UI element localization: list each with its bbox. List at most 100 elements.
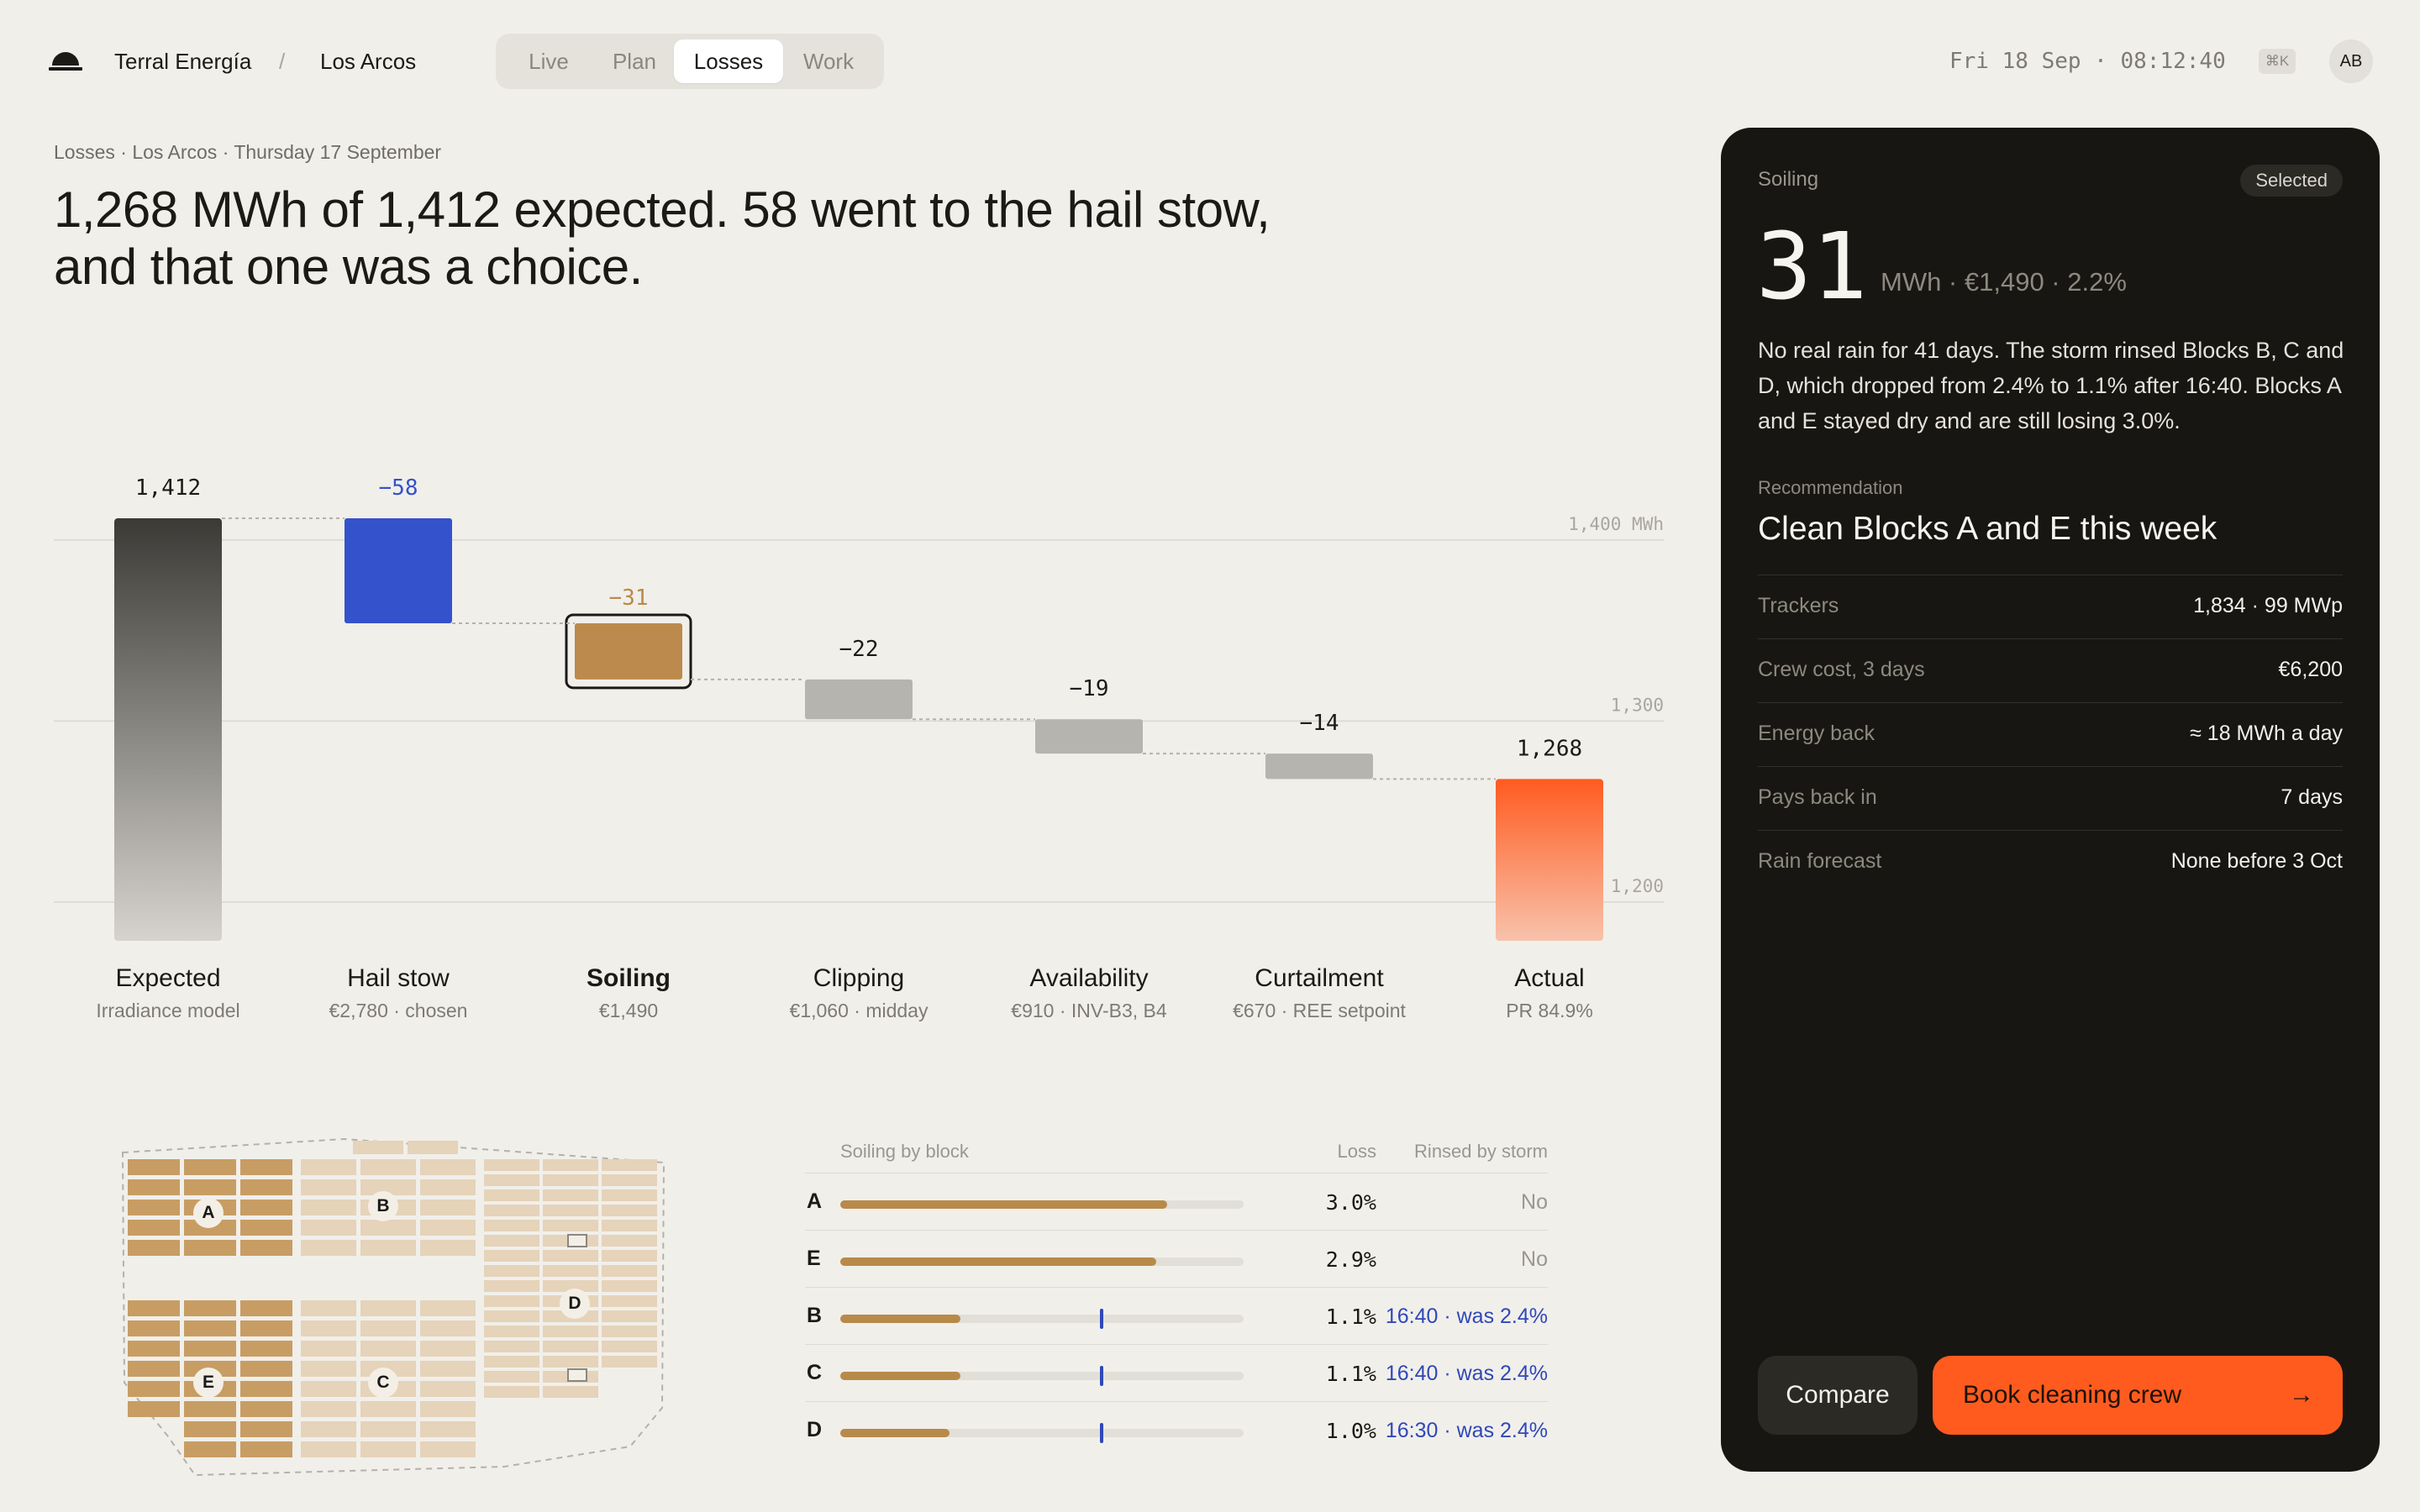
block-tag-c[interactable]: C bbox=[368, 1368, 398, 1398]
previous-loss-marker bbox=[1100, 1309, 1104, 1329]
detail-row-payback: Pays back in 7 days bbox=[1758, 766, 2343, 831]
tracker-row bbox=[301, 1421, 356, 1437]
soiling-row-a[interactable]: A 3.0% No bbox=[805, 1173, 1548, 1231]
soiling-row-b[interactable]: B 1.1% 16:40 · was 2.4% bbox=[805, 1287, 1548, 1345]
selected-bar-outline bbox=[565, 613, 692, 690]
category-label[interactable]: Hail stow bbox=[347, 964, 450, 992]
bar-hail-stow[interactable] bbox=[345, 518, 452, 624]
tracker-row bbox=[128, 1240, 180, 1256]
detail-value: ≈ 18 MWh a day bbox=[2190, 722, 2343, 745]
tracker-row bbox=[484, 1250, 539, 1262]
org-name[interactable]: Terral Energía bbox=[114, 49, 252, 74]
sun-logo-icon[interactable] bbox=[49, 49, 82, 72]
block-tag-b[interactable]: B bbox=[368, 1191, 398, 1221]
detail-value: 7 days bbox=[2281, 785, 2343, 809]
clock: Fri 18 Sep · 08:12:40 bbox=[1949, 49, 2226, 74]
value-label: 1,412 bbox=[135, 475, 201, 501]
gridline-label: 1,400 MWh bbox=[1568, 514, 1664, 534]
tracker-row bbox=[245, 1240, 284, 1256]
tab-work[interactable]: Work bbox=[802, 49, 855, 74]
tracker-row bbox=[245, 1381, 284, 1397]
rinsed-status: 16:40 · was 2.4% bbox=[1385, 1362, 1548, 1385]
tracker-row bbox=[245, 1159, 284, 1175]
detail-value: 1,834 · 99 MWp bbox=[2193, 594, 2343, 617]
tracker-row bbox=[484, 1326, 539, 1337]
tracker-row bbox=[543, 1326, 598, 1337]
site-name[interactable]: Los Arcos bbox=[320, 49, 417, 74]
loss-value: 31 bbox=[1756, 213, 1868, 320]
tracker-row bbox=[602, 1235, 657, 1247]
compare-button[interactable]: Compare bbox=[1758, 1356, 1918, 1435]
tracker-row bbox=[245, 1200, 284, 1215]
bar-curtailment[interactable] bbox=[1265, 753, 1373, 780]
tracker-row bbox=[543, 1220, 598, 1231]
block-tag-e[interactable]: E bbox=[193, 1368, 224, 1398]
tab-plan[interactable]: Plan bbox=[612, 49, 657, 74]
tracker-row bbox=[543, 1280, 598, 1292]
tracker-row bbox=[420, 1401, 476, 1417]
value-label: −22 bbox=[839, 637, 879, 662]
tracker-row bbox=[484, 1174, 539, 1186]
tracker-row bbox=[484, 1265, 539, 1277]
value-label: −58 bbox=[379, 475, 418, 501]
tracker-row bbox=[301, 1200, 356, 1215]
soiling-row-c[interactable]: C 1.1% 16:40 · was 2.4% bbox=[805, 1344, 1548, 1402]
book-cleaning-crew-button[interactable]: Book cleaning crew → bbox=[1933, 1356, 2343, 1435]
category-label[interactable]: Clipping bbox=[813, 964, 905, 992]
bar-expected[interactable] bbox=[114, 518, 222, 941]
category-label[interactable]: Expected bbox=[115, 964, 221, 992]
bar-soiling[interactable] bbox=[575, 623, 682, 680]
tracker-row bbox=[128, 1300, 180, 1316]
tracker-row bbox=[602, 1250, 657, 1262]
tracker-row bbox=[420, 1159, 476, 1175]
avatar[interactable]: AB bbox=[2329, 39, 2373, 83]
category-label[interactable]: Availability bbox=[1029, 964, 1149, 992]
tracker-row bbox=[360, 1341, 416, 1357]
loss-bar-track bbox=[840, 1423, 1244, 1443]
block-id: B bbox=[807, 1304, 823, 1327]
value-label: −14 bbox=[1300, 711, 1339, 736]
category-label[interactable]: Actual bbox=[1514, 964, 1585, 992]
site-map[interactable]: A B C D E bbox=[118, 1134, 672, 1478]
tracker-row bbox=[484, 1295, 539, 1307]
tracker-row bbox=[184, 1159, 236, 1175]
tracker-row bbox=[360, 1179, 416, 1195]
soiling-row-e[interactable]: E 2.9% No bbox=[805, 1230, 1548, 1288]
tracker-row bbox=[245, 1179, 284, 1195]
tracker-row bbox=[128, 1361, 180, 1377]
tracker-row bbox=[301, 1220, 356, 1236]
tracker-row bbox=[245, 1300, 284, 1316]
tracker-row bbox=[184, 1421, 236, 1437]
command-shortcut[interactable]: ⌘K bbox=[2259, 49, 2296, 74]
page-title: 1,268 MWh of 1,412 expected. 58 went to … bbox=[54, 181, 1270, 295]
detail-row-trackers: Trackers 1,834 · 99 MWp bbox=[1758, 575, 2343, 639]
previous-loss-marker bbox=[1100, 1366, 1104, 1386]
gridline-label: 1,200 bbox=[1611, 876, 1664, 896]
tab-losses[interactable]: Losses bbox=[674, 39, 783, 83]
category-label[interactable]: Curtailment bbox=[1255, 964, 1384, 992]
category-sublabel: Irradiance model bbox=[96, 1000, 240, 1021]
tracker-row bbox=[484, 1341, 539, 1352]
block-tag-a[interactable]: A bbox=[193, 1198, 224, 1228]
detail-key: Energy back bbox=[1758, 722, 1875, 745]
block-tag-d[interactable]: D bbox=[560, 1289, 590, 1319]
category-sublabel: PR 84.9% bbox=[1506, 1000, 1593, 1021]
bar-actual[interactable] bbox=[1496, 779, 1603, 941]
recommendation-label: Recommendation bbox=[1758, 477, 1903, 498]
tracker-row bbox=[602, 1280, 657, 1292]
tracker-row bbox=[484, 1189, 539, 1201]
tracker-row bbox=[602, 1341, 657, 1352]
tracker-row bbox=[408, 1141, 458, 1154]
soiling-row-d[interactable]: D 1.0% 16:30 · was 2.4% bbox=[805, 1401, 1548, 1459]
loss-unit-line: MWh · €1,490 · 2.2% bbox=[1881, 267, 2127, 297]
tracker-row bbox=[360, 1401, 416, 1417]
bar-clipping[interactable] bbox=[805, 679, 913, 720]
detail-key: Trackers bbox=[1758, 594, 1839, 617]
bar-availability[interactable] bbox=[1035, 719, 1143, 754]
block-id: D bbox=[807, 1418, 823, 1441]
category-label[interactable]: Soiling bbox=[587, 964, 671, 992]
tracker-row bbox=[184, 1240, 236, 1256]
tracker-row bbox=[543, 1159, 598, 1171]
tab-live[interactable]: Live bbox=[529, 49, 569, 74]
tracker-row bbox=[543, 1341, 598, 1352]
